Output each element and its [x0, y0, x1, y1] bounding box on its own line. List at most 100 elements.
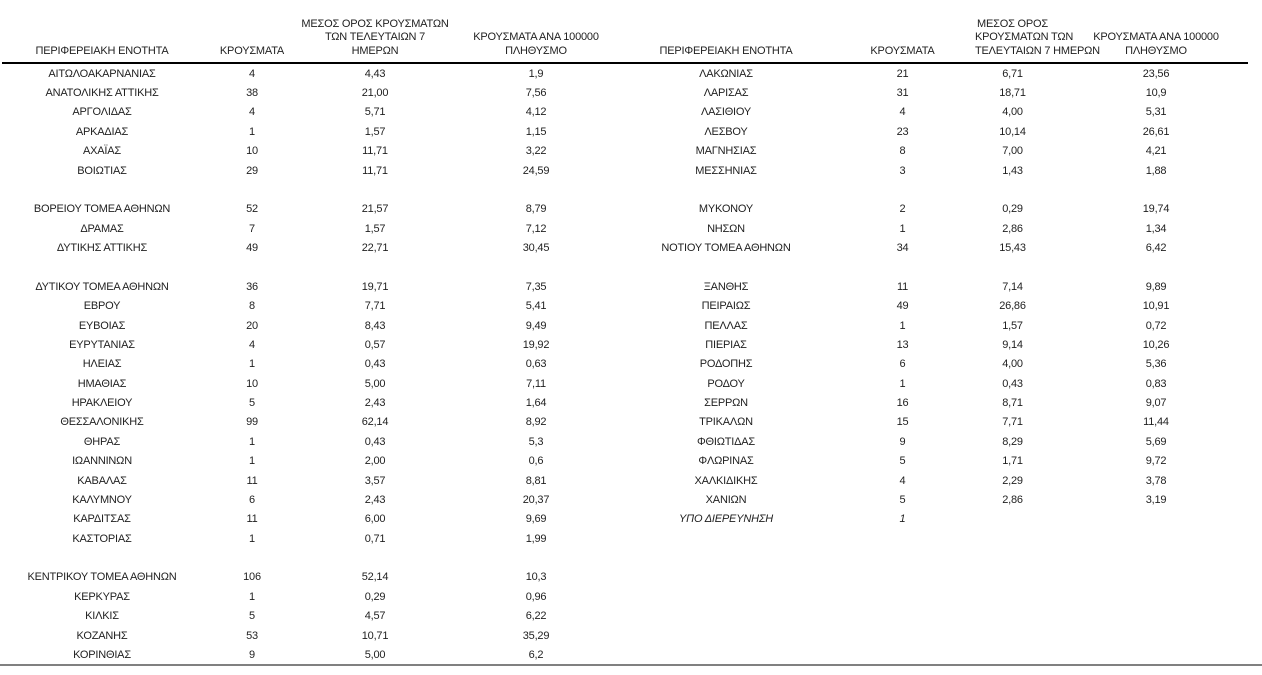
cases-cell: 4 [899, 106, 906, 119]
cases-cell: 99 [246, 416, 258, 429]
per100k-cell [450, 180, 622, 199]
per100k-cell: 9,89 [1145, 280, 1167, 293]
table-row: ΕΥΡΥΤΑΝΙΑΣ 4 0,57 19,92 [0, 335, 622, 354]
table-row: ΕΒΡΟΥ 8 7,71 5,41 [0, 297, 622, 316]
per100k-cell: 19,74 [1142, 203, 1170, 216]
table-row: ΑΙΤΩΛΟΑΚΑΡΝΑΝΙΑΣ 4 4,43 1,9 [0, 64, 622, 83]
region-cell [0, 548, 204, 567]
avg7-cell: 2,43 [364, 493, 386, 506]
cases-cell: 4 [249, 106, 255, 119]
avg7-cell [300, 180, 450, 199]
table-row: ΦΛΩΡΙΝΑΣ 5 1,71 9,72 [622, 452, 1262, 471]
avg7-cell: 8,43 [364, 319, 386, 332]
cases-cell: 1 [899, 513, 906, 526]
avg7-cell: 7,14 [1002, 280, 1023, 293]
per100k-cell [1050, 510, 1262, 529]
cases-cell: 31 [896, 87, 909, 100]
per100k-cell: 0,72 [1145, 319, 1167, 332]
table-row: ΛΕΣΒΟΥ 23 10,14 26,61 [622, 122, 1262, 141]
table-body-right: ΛΑΚΩΝΙΑΣ 21 6,71 23,56 ΛΑΡΙΣΑΣ 31 18,71 10,9 ΛΑΣ… [622, 64, 1262, 529]
cases-cell: 52 [246, 203, 258, 216]
table-row: ΛΑΚΩΝΙΑΣ 21 6,71 23,56 [622, 64, 1262, 83]
table-row: ΒΟΡΕΙΟΥ ΤΟΜΕΑ ΑΘΗΝΩΝ 52 21,57 8,79 [0, 200, 622, 219]
region-cell: ΦΛΩΡΙΝΑΣ [698, 455, 754, 468]
table-row: ΗΡΑΚΛΕΙΟΥ 5 2,43 1,64 [0, 393, 622, 412]
cases-cell: 1 [249, 455, 255, 468]
table-row: ΠΙΕΡΙΑΣ 13 9,14 10,26 [622, 335, 1262, 354]
per100k-cell: 9,49 [525, 319, 547, 332]
table-row: ΝΗΣΩΝ 1 2,86 1,34 [622, 219, 1262, 238]
avg7-cell: 15,43 [999, 242, 1026, 255]
cases-cell: 6 [899, 358, 906, 371]
avg7-cell: 0,29 [364, 590, 386, 603]
table-row: ΡΟΔΟΥ 1 0,43 0,83 [622, 374, 1262, 393]
cases-cell [204, 258, 300, 277]
region-cell: ΜΕΣΣΗΝΙΑΣ [695, 164, 757, 177]
cases-cell: 5 [249, 610, 255, 623]
avg7-cell [975, 180, 1050, 199]
cases-cell: 11 [246, 513, 258, 526]
avg7-cell: 2,86 [1002, 222, 1023, 235]
per100k-cell: 3,19 [1145, 493, 1167, 506]
region-cell [0, 258, 204, 277]
table-row: ΦΘΙΩΤΙΔΑΣ 9 8,29 5,69 [622, 432, 1262, 451]
cases-cell: 11 [896, 280, 909, 293]
region-cell: ΕΒΡΟΥ [83, 300, 121, 313]
per100k-cell: 20,37 [522, 493, 550, 506]
avg7-cell [975, 258, 1050, 277]
avg7-cell: 0,43 [364, 435, 386, 448]
per100k-cell: 7,35 [525, 280, 547, 293]
per100k-cell: 5,36 [1145, 358, 1167, 371]
region-cell: ΧΑΛΚΙΔΙΚΗΣ [694, 474, 758, 487]
per100k-cell: 6,2 [528, 648, 544, 661]
cases-cell: 1 [899, 222, 906, 235]
table-row: ΣΕΡΡΩΝ 16 8,71 9,07 [622, 393, 1262, 412]
region-cell: ΘΕΣΣΑΛΟΝΙΚΗΣ [60, 416, 144, 429]
region-cell: ΑΡΚΑΔΙΑΣ [75, 125, 129, 138]
spacer-row [622, 180, 1262, 199]
cases-cell: 10 [246, 145, 258, 158]
per100k-cell: 8,92 [525, 416, 547, 429]
cases-cell: 3 [899, 164, 906, 177]
per100k-cell: 35,29 [522, 629, 550, 642]
cases-cell: 34 [896, 242, 909, 255]
region-cell: ΚΑΡΔΙΤΣΑΣ [73, 513, 131, 526]
avg7-cell: 1,71 [1002, 455, 1023, 468]
cases-cell: 7 [249, 222, 255, 235]
cases-cell: 9 [249, 648, 255, 661]
cases-cell: 6 [249, 493, 255, 506]
cases-cell: 1 [249, 435, 255, 448]
avg7-cell: 3,57 [364, 474, 386, 487]
region-cell: ΒΟΙΩΤΙΑΣ [77, 164, 127, 177]
header-row: ΠΕΡΙΦΕΡΕΙΑΚΗ ΕΝΟΤΗΤΑ ΚΡΟΥΣΜΑΤΑ ΜΕΣΟΣ ΟΡΟ… [622, 0, 1262, 64]
table-row: ΑΧΑΪΑΣ 10 11,71 3,22 [0, 142, 622, 161]
avg7-cell: 4,43 [364, 67, 386, 80]
avg7-cell: 1,57 [364, 222, 386, 235]
per100k-cell: 3,78 [1145, 474, 1167, 487]
per100k-cell: 10,91 [1142, 300, 1170, 313]
cases-cell: 106 [243, 571, 261, 584]
cases-table-right: ΠΕΡΙΦΕΡΕΙΑΚΗ ΕΝΟΤΗΤΑ ΚΡΟΥΣΜΑΤΑ ΜΕΣΟΣ ΟΡΟ… [622, 0, 1262, 529]
cases-cell: 16 [896, 397, 909, 410]
per100k-cell: 0,83 [1145, 377, 1167, 390]
avg7-cell: 2,00 [364, 455, 386, 468]
avg7-cell: 5,00 [364, 377, 386, 390]
region-cell: ΦΘΙΩΤΙΔΑΣ [696, 435, 756, 448]
region-cell: ΛΑΣΙΘΙΟΥ [700, 106, 752, 119]
cases-cell: 1 [249, 125, 255, 138]
avg7-cell: 7,71 [1002, 416, 1023, 429]
cases-cell [830, 258, 975, 277]
table-row: ΚΙΛΚΙΣ 5 4,57 6,22 [0, 607, 622, 626]
table-row: ΡΟΔΟΠΗΣ 6 4,00 5,36 [622, 355, 1262, 374]
region-cell: ΑΧΑΪΑΣ [82, 145, 121, 158]
avg7-cell: 8,29 [1002, 435, 1023, 448]
region-cell: ΗΡΑΚΛΕΙΟΥ [71, 397, 133, 410]
per100k-cell: 7,12 [525, 222, 547, 235]
region-cell: ΝΗΣΩΝ [707, 222, 745, 235]
col-header-cases: ΚΡΟΥΣΜΑΤΑ [870, 44, 935, 57]
cases-cell [204, 180, 300, 199]
avg7-cell: 1,43 [1002, 164, 1023, 177]
header-row: ΠΕΡΙΦΕΡΕΙΑΚΗ ΕΝΟΤΗΤΑ ΚΡΟΥΣΜΑΤΑ ΜΕΣΟΣ ΟΡΟ… [0, 0, 622, 64]
cases-cell: 4 [899, 474, 906, 487]
cases-cell: 1 [249, 358, 255, 371]
